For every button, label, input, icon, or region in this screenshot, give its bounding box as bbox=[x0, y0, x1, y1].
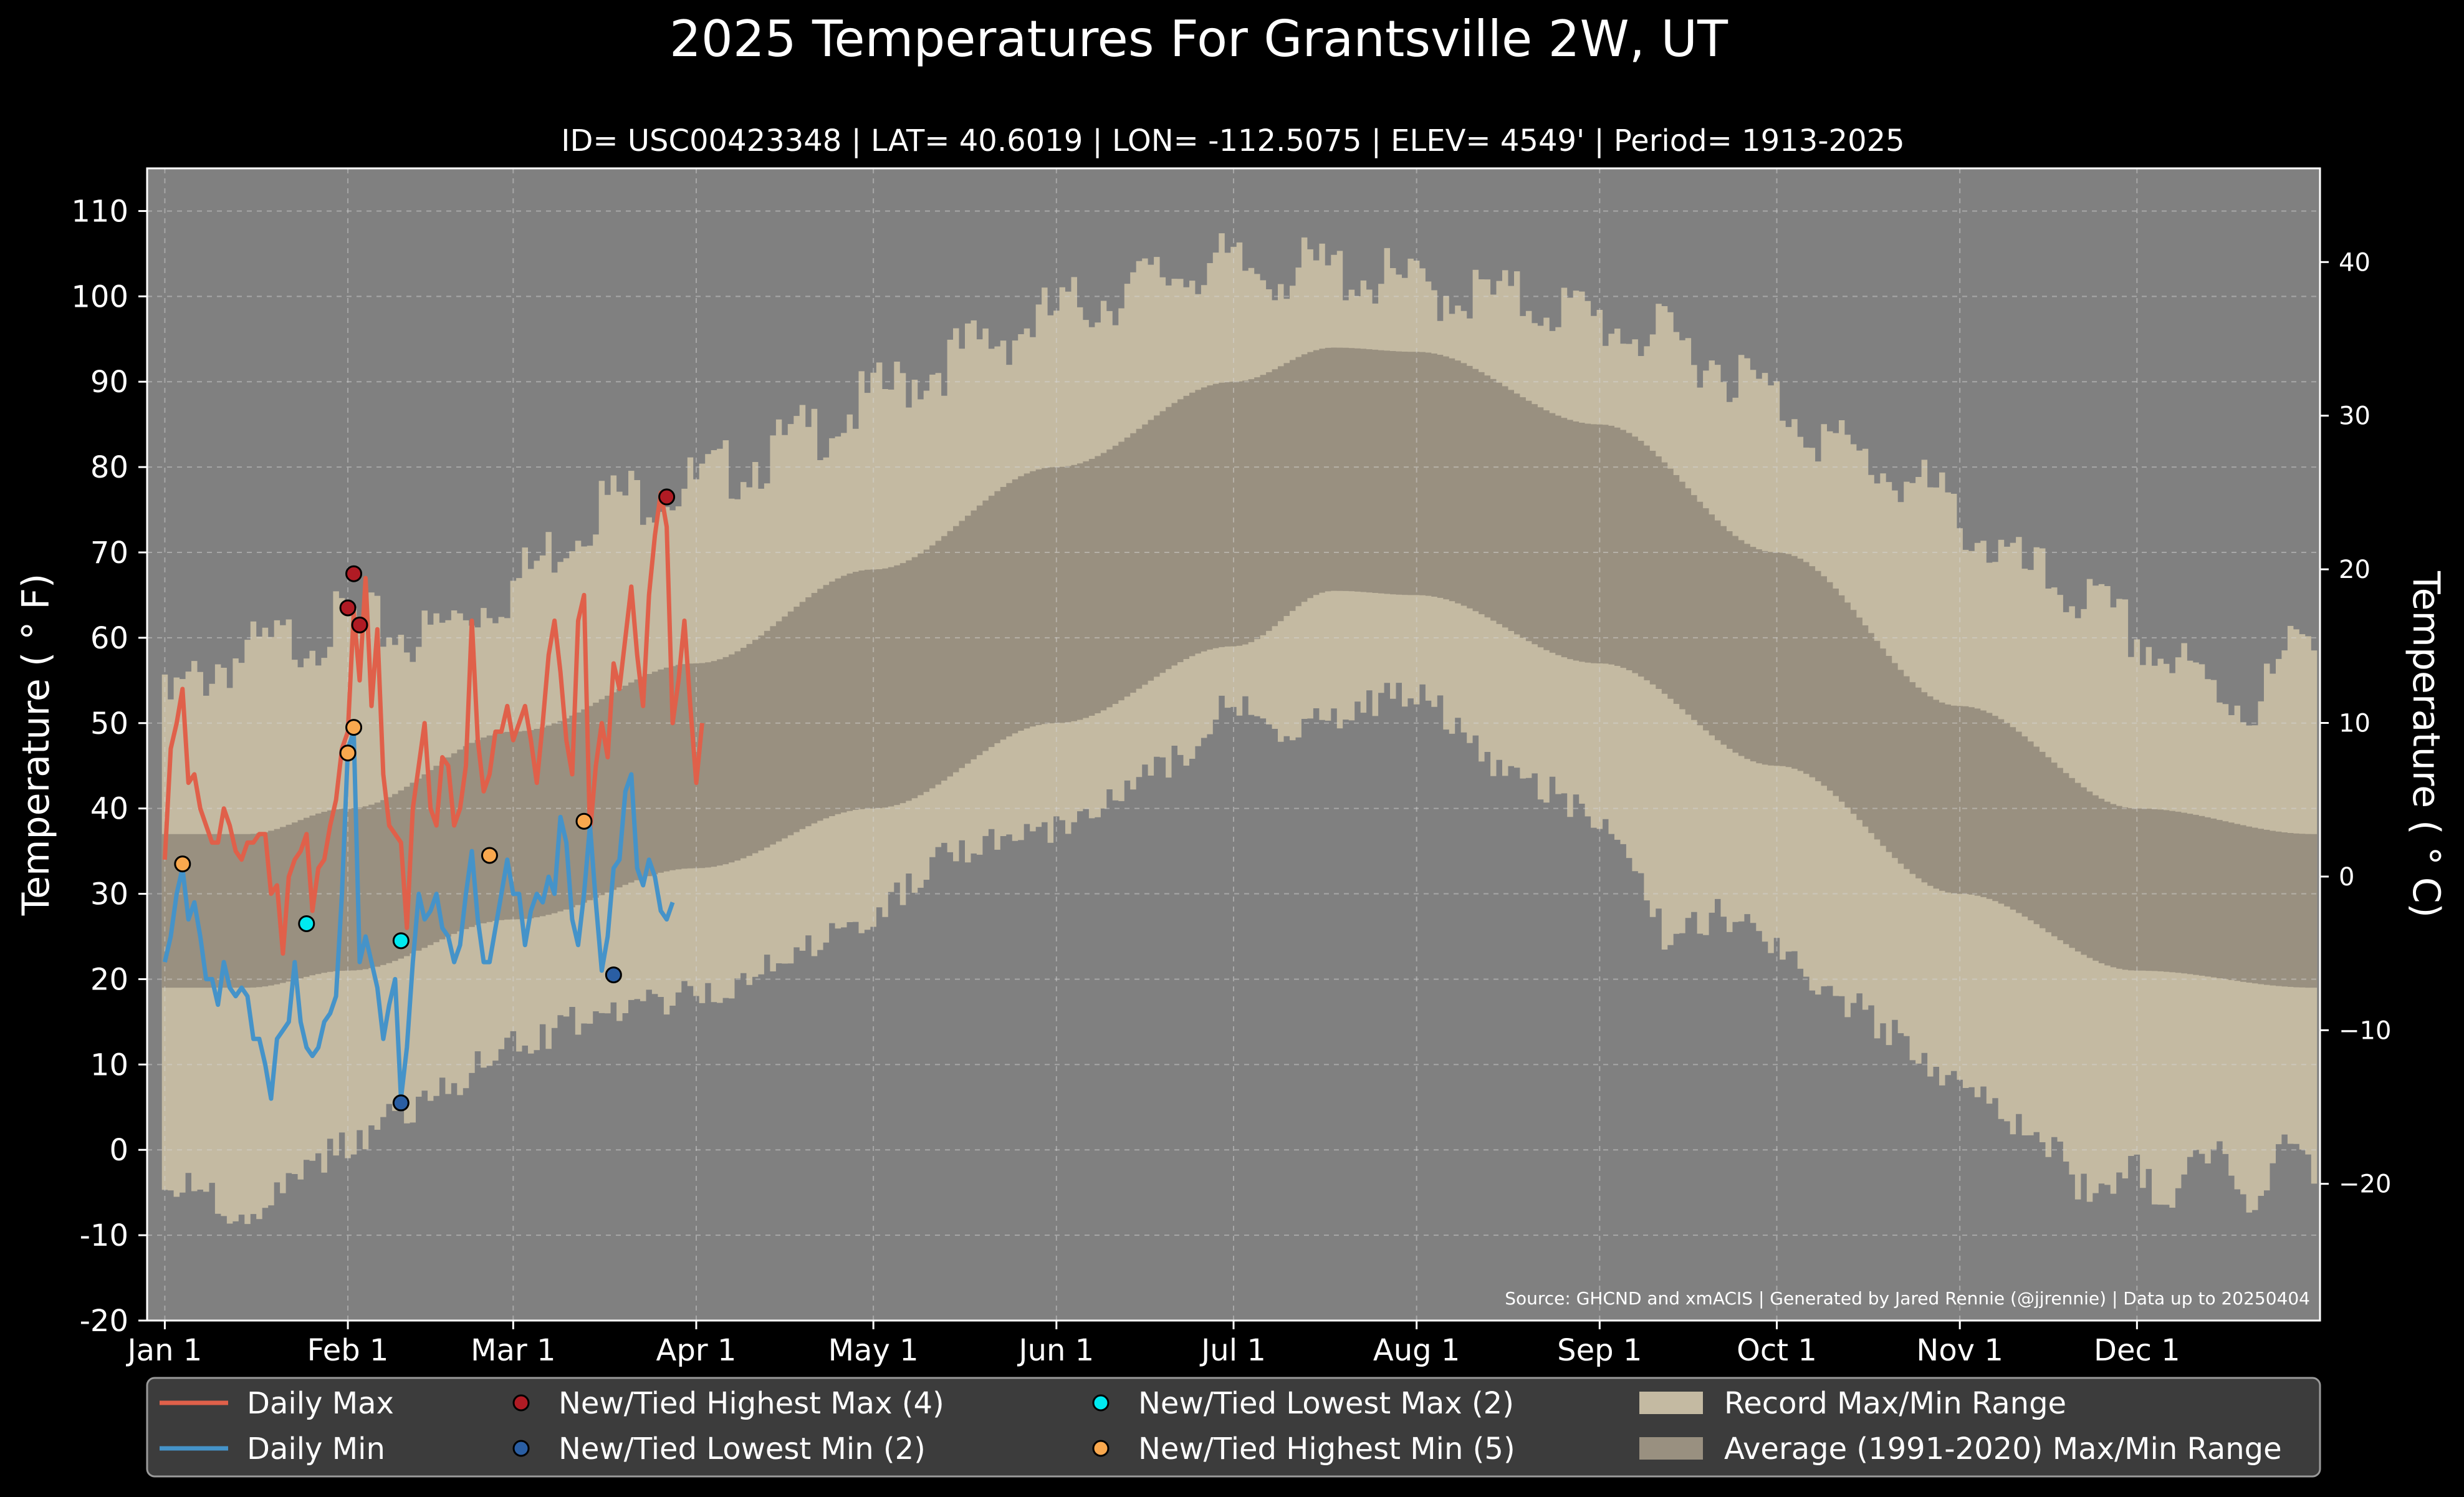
x-tick-label: Oct 1 bbox=[1737, 1333, 1817, 1368]
legend: Daily Max Daily Min New/Tied Highest Max (… bbox=[146, 1377, 2321, 1478]
legend-label: Record Max/Min Range bbox=[1724, 1386, 2066, 1421]
y-tick-label: 60 bbox=[90, 621, 128, 656]
legend-box bbox=[146, 1377, 2321, 1478]
x-tick-label: Jul 1 bbox=[1199, 1333, 1266, 1368]
y-axis-left: -20 -10 0 10 20 30 40 50 60 70 80 90 100 110 bbox=[71, 194, 147, 1339]
x-tick-label: Mar 1 bbox=[471, 1333, 555, 1368]
legend-label: New/Tied Lowest Max (2) bbox=[1138, 1386, 1514, 1421]
legend-swatch-marker bbox=[1092, 1394, 1110, 1412]
grid-lines bbox=[147, 168, 2320, 1321]
marker-lowest-max bbox=[392, 932, 410, 950]
marker-lowest-min bbox=[605, 966, 622, 984]
marker-highest-min bbox=[339, 744, 357, 762]
x-axis: Jan 1 Feb 1 Mar 1 Apr 1 May 1 Jun 1 Jul 1 Aug 1… bbox=[126, 1321, 2180, 1368]
y-right-tick-label: 10 bbox=[2339, 710, 2371, 738]
y-right-tick-label: 30 bbox=[2339, 402, 2371, 431]
x-tick-label: Sep 1 bbox=[1557, 1333, 1642, 1368]
plot-area: Source: GHCND and xmACIS | Generated by … bbox=[146, 167, 2321, 1322]
legend-swatch-marker bbox=[512, 1394, 530, 1412]
marker-highest-max bbox=[658, 488, 676, 506]
x-tick-label: Feb 1 bbox=[307, 1333, 389, 1368]
marker-highest-min bbox=[345, 719, 363, 736]
y-axis-label-right: Temperature ( ° C) bbox=[2404, 570, 2448, 918]
marker-highest-max bbox=[339, 599, 357, 617]
legend-label: Daily Min bbox=[247, 1432, 385, 1466]
marker-highest-max bbox=[345, 565, 363, 582]
legend-swatch-patch bbox=[1639, 1437, 1703, 1460]
y-right-tick-label: −10 bbox=[2339, 1016, 2391, 1045]
x-tick-label: Dec 1 bbox=[2094, 1333, 2180, 1368]
y-right-tick-label: −20 bbox=[2339, 1170, 2391, 1199]
daily-max-line bbox=[162, 490, 704, 956]
x-tick-label: Nov 1 bbox=[1916, 1333, 2003, 1368]
normal-range-band bbox=[161, 347, 2318, 988]
marker-lowest-min bbox=[392, 1094, 410, 1112]
marker-highest-max bbox=[351, 616, 368, 633]
x-tick-label: Apr 1 bbox=[656, 1333, 737, 1368]
x-tick-label: May 1 bbox=[828, 1333, 919, 1368]
legend-swatch-patch bbox=[1639, 1392, 1703, 1414]
y-tick-label: 110 bbox=[71, 194, 128, 229]
chart-title: 2025 Temperatures For Grantsville 2W, UT bbox=[669, 10, 1728, 68]
y-tick-label: 40 bbox=[90, 792, 128, 827]
daily-min-line bbox=[162, 729, 675, 1101]
record-range-band bbox=[161, 233, 2318, 1225]
y-axis-right: −20 −10 0 10 20 30 40 bbox=[2320, 248, 2391, 1199]
marker-highest-min bbox=[174, 855, 191, 873]
y-tick-label: 90 bbox=[90, 365, 128, 400]
legend-label: New/Tied Lowest Min (2) bbox=[558, 1432, 926, 1466]
y-tick-label: 50 bbox=[90, 706, 128, 741]
marker-highest-min bbox=[575, 812, 593, 830]
y-tick-label: 0 bbox=[109, 1133, 128, 1168]
legend-swatch-marker bbox=[512, 1440, 530, 1457]
y-tick-label: 100 bbox=[71, 279, 128, 314]
chart-subtitle: ID= USC00423348 | LAT= 40.6019 | LON= -1… bbox=[561, 123, 1904, 158]
legend-label: New/Tied Highest Min (5) bbox=[1138, 1432, 1515, 1466]
x-tick-label: Jun 1 bbox=[1017, 1333, 1094, 1368]
y-tick-label: -20 bbox=[80, 1304, 128, 1339]
marker-highest-min bbox=[481, 847, 498, 864]
y-tick-label: 20 bbox=[90, 962, 128, 997]
x-tick-label: Jan 1 bbox=[126, 1333, 203, 1368]
y-tick-label: 30 bbox=[90, 877, 128, 912]
y-tick-label: 80 bbox=[90, 450, 128, 485]
legend-label: Daily Max bbox=[247, 1386, 394, 1421]
marker-lowest-max bbox=[298, 915, 315, 932]
source-note: Source: GHCND and xmACIS | Generated by … bbox=[1505, 1288, 2310, 1309]
x-tick-label: Aug 1 bbox=[1373, 1333, 1460, 1368]
y-tick-label: 10 bbox=[90, 1047, 128, 1082]
y-right-tick-label: 20 bbox=[2339, 556, 2371, 584]
y-right-tick-label: 0 bbox=[2339, 863, 2354, 892]
y-axis-label-left: Temperature ( ° F) bbox=[14, 574, 58, 917]
record-markers bbox=[174, 488, 676, 1112]
y-right-tick-label: 40 bbox=[2339, 248, 2371, 277]
legend-label: Average (1991-2020) Max/Min Range bbox=[1724, 1432, 2282, 1466]
y-tick-label: 70 bbox=[90, 536, 128, 570]
y-tick-label: -10 bbox=[80, 1218, 128, 1253]
legend-swatch-marker bbox=[1092, 1440, 1110, 1457]
legend-label: New/Tied Highest Max (4) bbox=[558, 1386, 944, 1421]
